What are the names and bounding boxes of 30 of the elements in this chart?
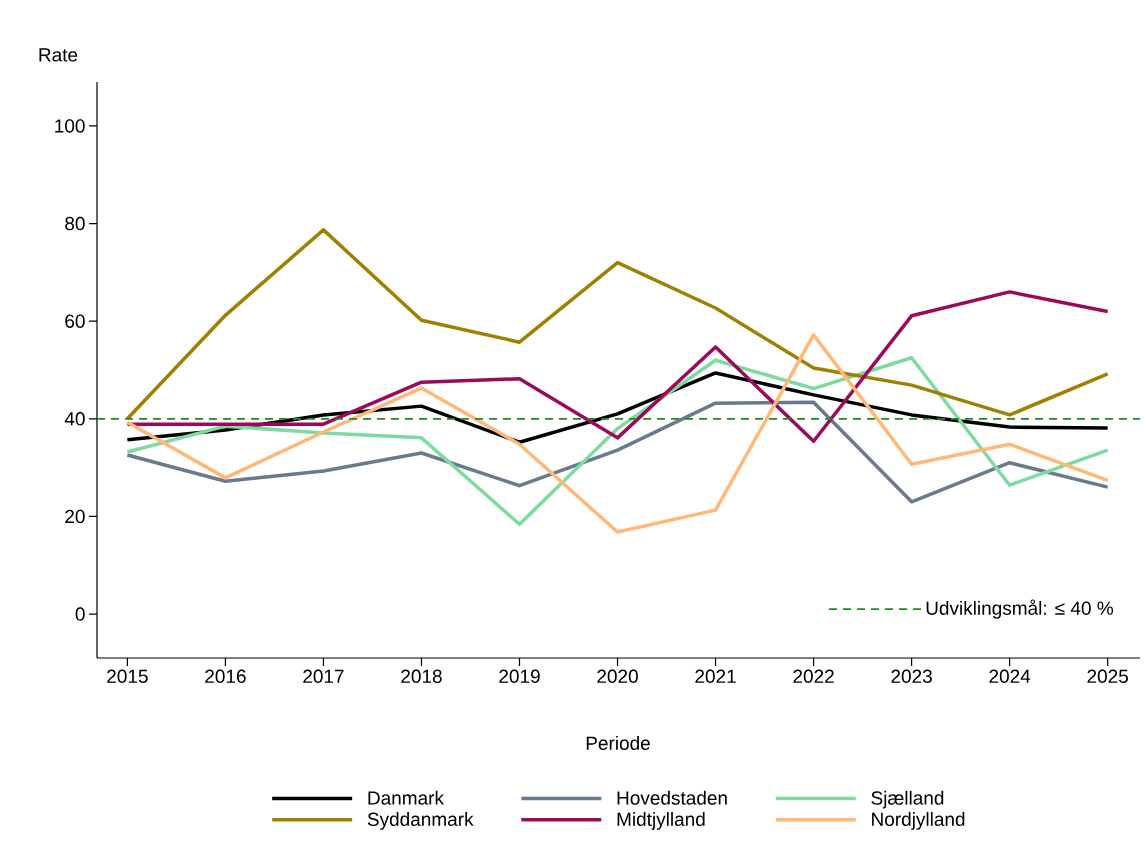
legend-label: Sjælland: [871, 790, 944, 809]
y-tick-label: 80: [65, 216, 85, 231]
y-tick-label: 60: [65, 314, 85, 328]
x-tick-label: 2024: [989, 669, 1031, 683]
x-tick-label: 2017: [303, 669, 344, 683]
x-tick-label: 2016: [205, 669, 246, 683]
y-tick-label: 20: [65, 509, 85, 524]
x-tick-label: 2020: [597, 669, 638, 683]
x-tick-label: 2018: [401, 669, 442, 683]
x-tick-label: 2022: [793, 669, 834, 683]
y-tick-label: 40: [64, 412, 85, 426]
y-axis-title: Rate: [39, 48, 78, 62]
legend-label: Hovedstaden: [617, 790, 727, 805]
line-series: [125, 356, 1110, 526]
legend-label: Udviklingsmål: ≤ 40 %: [926, 599, 1114, 619]
line-series: [125, 228, 1110, 421]
legend-label: Danmark: [368, 790, 444, 805]
y-tick-label: 100: [55, 119, 85, 133]
legend-label: Nordjylland: [872, 812, 965, 830]
x-tick-label: 2023: [891, 669, 932, 683]
x-tick-label: 2025: [1087, 669, 1128, 683]
legend-label: Midtjylland: [617, 812, 705, 830]
x-tick-label: 2019: [499, 669, 540, 683]
y-tick-label: 0: [75, 607, 85, 621]
x-tick-label: 2021: [695, 669, 736, 683]
x-axis-title: Periode: [586, 736, 650, 750]
x-tick-label: 2015: [107, 669, 148, 683]
line-series: [125, 400, 1110, 504]
line-series: [125, 333, 1110, 534]
legend-label: Syddanmark: [367, 812, 474, 830]
